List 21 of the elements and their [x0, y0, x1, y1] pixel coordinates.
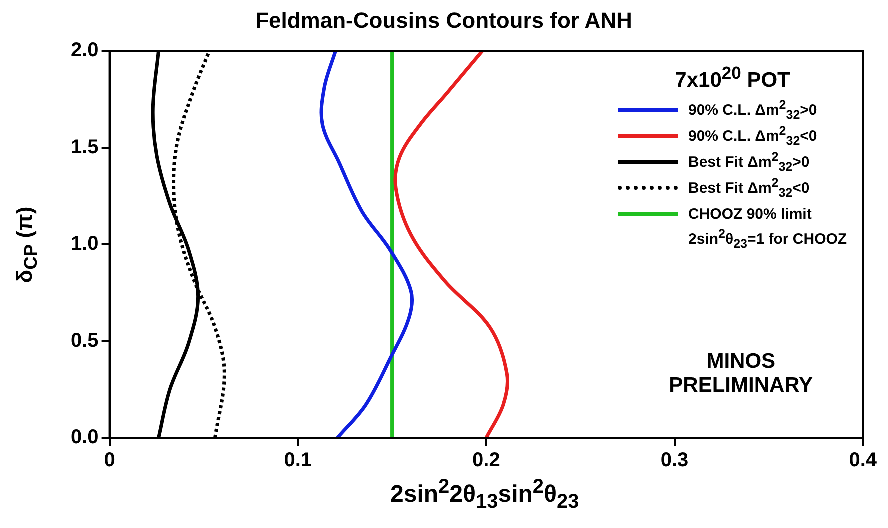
- y-tick-label: 0.0: [70, 426, 99, 449]
- line-series: [394, 51, 510, 438]
- legend-label: Best Fit Δm$^{2}$$_{32}$<0: [688, 176, 810, 200]
- annotation: 2sin$^{2}$θ$_{23}$=1 for CHOOZ: [688, 227, 848, 253]
- x-tick-label: 0.1: [284, 450, 312, 472]
- annotation: MINOS PRELIMINARY: [669, 350, 814, 398]
- legend-label: 90% C.L. Δm$^{2}$$_{32}$>0: [688, 98, 818, 122]
- y-tick-label: 1.0: [70, 233, 99, 256]
- y-tick-label: 0.5: [70, 330, 99, 352]
- legend-label: 90% C.L. Δm$^{2}$$_{32}$<0: [688, 124, 818, 148]
- legend-title: 7x10$^{20}$ POT: [674, 63, 792, 93]
- chart-title: Feldman-Cousins Contours for ANH: [254, 8, 634, 35]
- x-tick-label: 0.3: [660, 450, 689, 472]
- y-tick-label: 1.5: [70, 136, 99, 158]
- legend-label: Best Fit Δm$^{2}$$_{32}$>0: [688, 150, 810, 174]
- y-tick-label: 2.0: [70, 40, 99, 62]
- x-tick-label: 0: [104, 450, 116, 472]
- x-tick-label: 0.2: [472, 450, 500, 472]
- x-tick-label: 0.4: [849, 450, 878, 472]
- x-axis-title: 2sin$^{2}$2θ$_{13}$sin$^{2}$θ$_{23}$: [390, 476, 580, 514]
- legend-label: CHOOZ 90% limit: [688, 206, 812, 222]
